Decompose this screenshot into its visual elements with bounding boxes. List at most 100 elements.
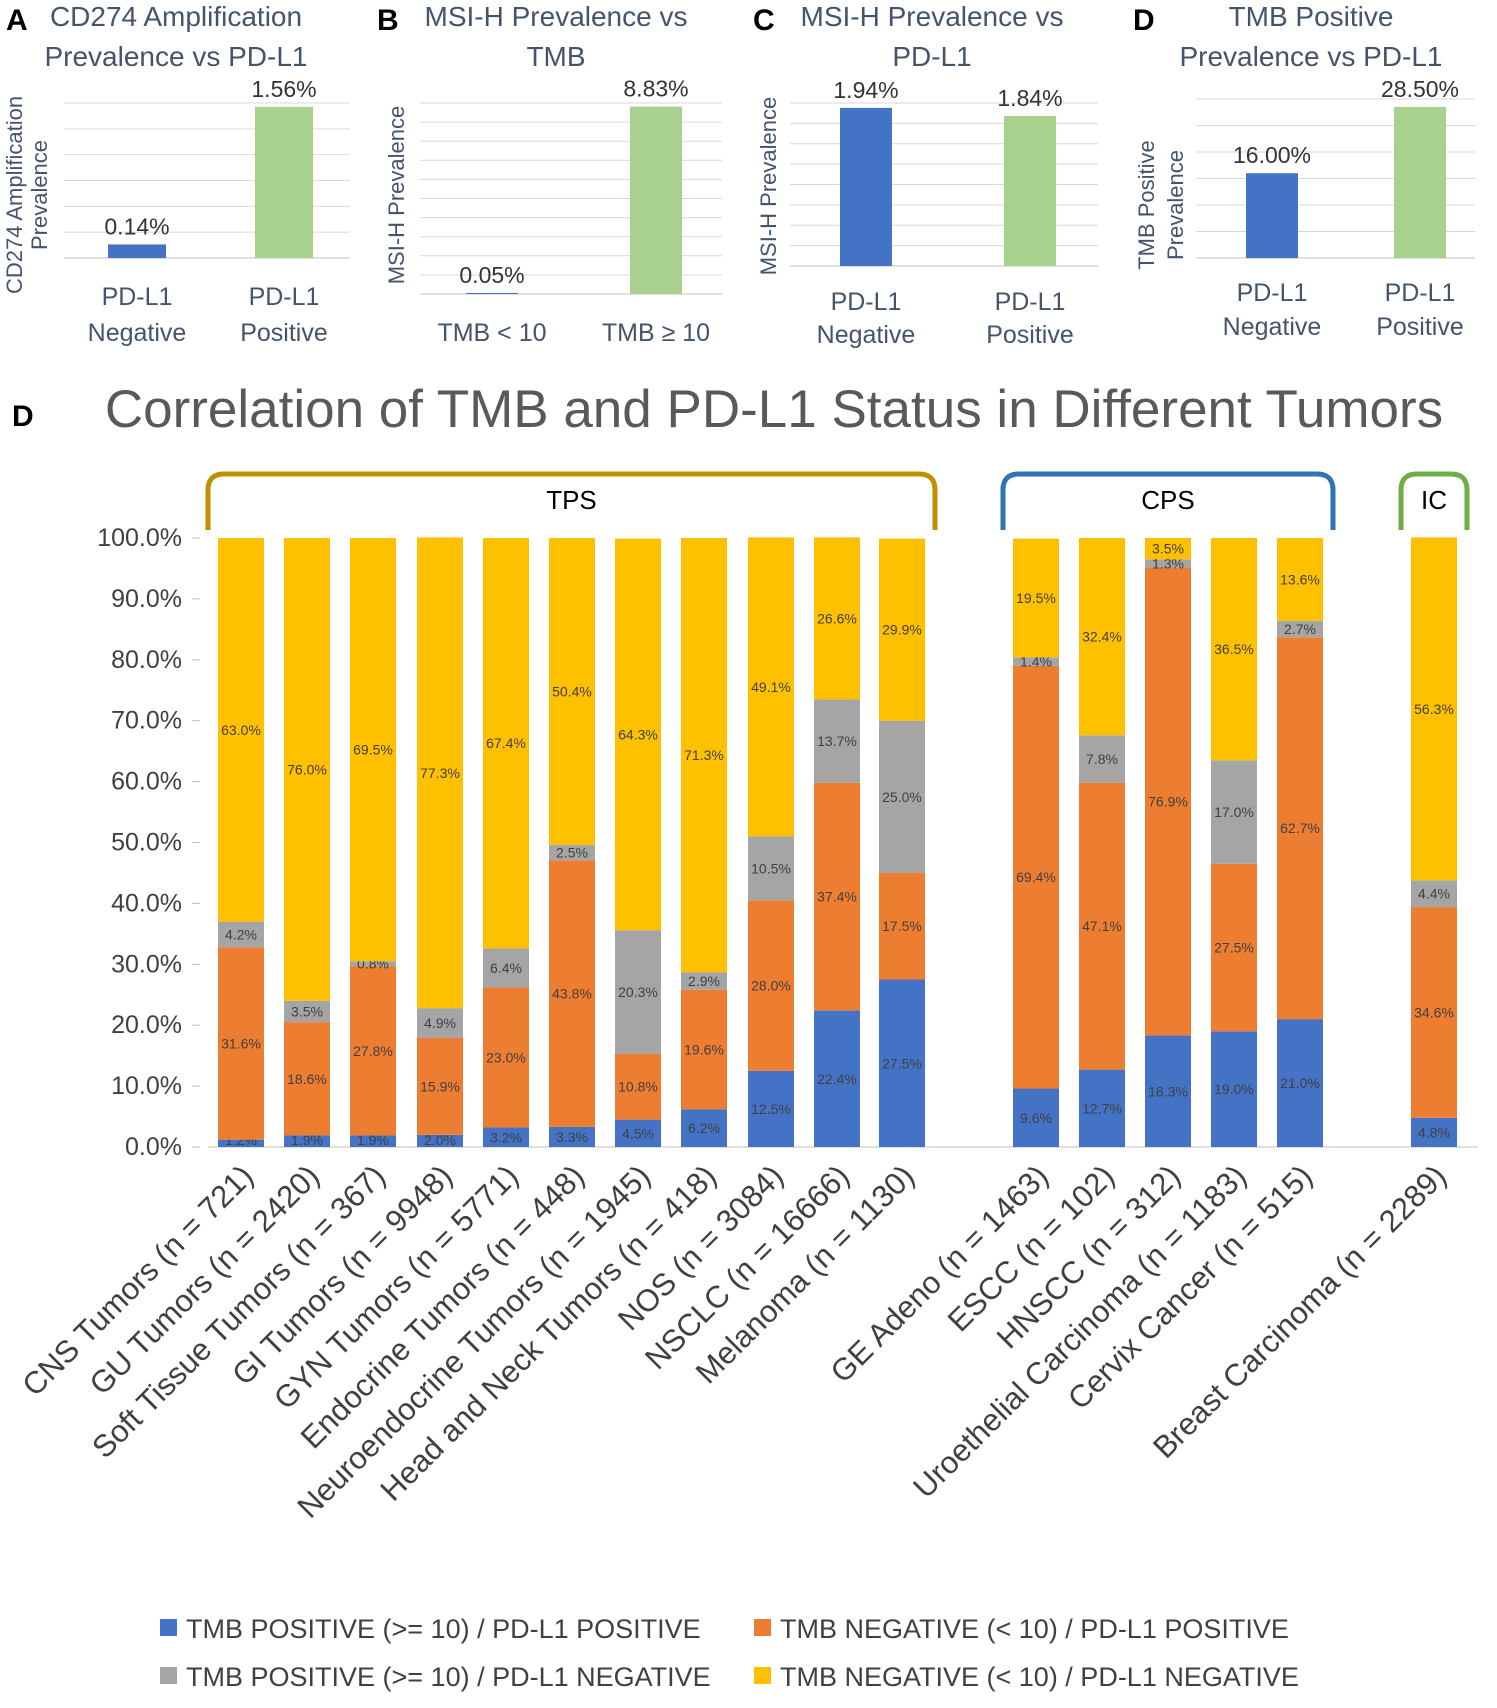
segment-data-label: 19.5%	[1016, 590, 1056, 606]
segment-data-label: 28.0%	[751, 978, 791, 994]
segment-data-label: 36.5%	[1214, 641, 1254, 657]
panel-b-title-line: TMB	[526, 41, 585, 72]
segment-tmbneg-pdl1neg	[417, 537, 463, 1009]
segment-data-label: 4.5%	[622, 1125, 654, 1141]
legend-entry: TMB NEGATIVE (< 10) / PD-L1 NEGATIVE	[780, 1662, 1299, 1692]
panel-d1-category-label: Positive	[1376, 313, 1464, 341]
segment-data-label: 43.8%	[552, 986, 592, 1002]
segment-tmbpos-pdl1neg	[483, 948, 529, 988]
segment-tmbneg-pdl1pos	[483, 987, 529, 1128]
y-tick-label: 0.0%	[125, 1133, 182, 1161]
segment-data-label: 18.6%	[287, 1071, 327, 1087]
segment-tmbpos-pdl1pos	[483, 1127, 529, 1147]
segment-data-label: 3.5%	[291, 1003, 323, 1019]
segment-data-label: 4.8%	[1418, 1124, 1450, 1140]
segment-data-label: 19.6%	[684, 1042, 724, 1058]
panel-c-category-label: Positive	[986, 321, 1074, 349]
panel-b-ylabel-line: MSI-H Prevalence	[384, 106, 409, 285]
panel-d1-title-line: Prevalence vs PD-L1	[1179, 41, 1442, 72]
panel-b-title-line: MSI-H Prevalence vs	[425, 1, 688, 32]
segment-tmbneg-pdl1neg	[284, 538, 330, 1001]
segment-tmbneg-pdl1pos	[681, 989, 727, 1110]
panel-c-letter: C	[753, 4, 775, 37]
segment-tmbneg-pdl1pos	[615, 1053, 661, 1120]
segment-tmbneg-pdl1neg	[1411, 537, 1457, 881]
segment-data-label: 3.5%	[1152, 541, 1184, 557]
panel-a-letter: A	[6, 4, 28, 37]
panel-d2-title: Correlation of TMB and PD-L1 Status in D…	[105, 380, 1443, 439]
segment-tmbneg-pdl1neg	[350, 538, 396, 962]
segment-tmbpos-pdl1pos	[748, 1070, 794, 1147]
panel-d1-bar	[1394, 106, 1446, 258]
segment-data-label: 1.9%	[291, 1132, 323, 1148]
segment-data-label: 17.0%	[1214, 804, 1254, 820]
segment-tmbpos-pdl1pos	[549, 1126, 595, 1147]
segment-data-label: 50.4%	[552, 683, 592, 699]
segment-data-label: 10.8%	[618, 1079, 658, 1095]
segment-data-label: 13.7%	[817, 733, 857, 749]
segment-data-label: 21.0%	[1280, 1075, 1320, 1091]
segment-data-label: 77.3%	[420, 765, 460, 781]
segment-tmbpos-pdl1pos	[1411, 1117, 1457, 1147]
segment-tmbneg-pdl1neg	[879, 538, 925, 721]
panel-c-title-line: MSI-H Prevalence vs	[801, 1, 1064, 32]
segment-data-label: 26.6%	[817, 610, 857, 626]
segment-tmbpos-pdl1neg	[748, 836, 794, 901]
segment-tmbneg-pdl1neg	[1079, 538, 1125, 736]
segment-tmbpos-pdl1neg	[284, 1000, 330, 1023]
segment-tmbpos-pdl1neg	[814, 699, 860, 783]
panel-c-title-line: PD-L1	[892, 41, 971, 72]
y-tick-label: 20.0%	[111, 1011, 182, 1039]
segment-tmbpos-pdl1pos	[218, 1139, 264, 1147]
panel-a-category-label: Negative	[88, 319, 187, 347]
panel-a-title-line: Prevalence vs PD-L1	[44, 41, 307, 72]
segment-data-label: 2.9%	[688, 973, 720, 989]
segment-tmbneg-pdl1neg	[549, 538, 595, 845]
segment-tmbpos-pdl1neg	[681, 972, 727, 990]
panel-a-ylabel-line: CD274 Amplification	[2, 96, 27, 294]
panel-a-bar	[108, 244, 166, 258]
legend-entry: TMB NEGATIVE (< 10) / PD-L1 POSITIVE	[780, 1614, 1289, 1644]
segment-tmbneg-pdl1pos	[814, 782, 860, 1011]
segment-tmbpos-pdl1neg	[218, 921, 264, 948]
segment-tmbpos-pdl1pos	[1079, 1069, 1125, 1147]
panel-a-category-label: PD-L1	[249, 283, 320, 311]
segment-tmbneg-pdl1pos	[879, 872, 925, 980]
segment-data-label: 29.9%	[882, 622, 922, 638]
legend-swatch	[160, 1667, 177, 1684]
segment-tmbneg-pdl1neg	[1277, 538, 1323, 621]
segment-tmbpos-pdl1neg	[350, 961, 396, 967]
panel-c-category-label: PD-L1	[995, 288, 1066, 316]
segment-tmbpos-pdl1pos	[284, 1135, 330, 1147]
segment-data-label: 1.4%	[1020, 654, 1052, 670]
segment-tmbpos-pdl1neg	[1145, 559, 1191, 568]
segment-data-label: 76.9%	[1148, 793, 1188, 809]
segment-tmbpos-pdl1pos	[417, 1134, 463, 1147]
segment-data-label: 19.0%	[1214, 1081, 1254, 1097]
segment-tmbpos-pdl1pos	[879, 979, 925, 1147]
y-tick-label: 80.0%	[111, 646, 182, 674]
segment-data-label: 10.5%	[751, 860, 791, 876]
y-tick-label: 40.0%	[111, 889, 182, 917]
group-label-cps: CPS	[1141, 485, 1194, 515]
panel-d2-letter: D	[12, 400, 34, 433]
y-tick-label: 100.0%	[97, 524, 182, 552]
segment-data-label: 69.5%	[353, 742, 393, 758]
segment-data-label: 37.4%	[817, 889, 857, 905]
panel-d1-data-label: 16.00%	[1233, 142, 1311, 168]
segment-data-label: 34.6%	[1414, 1004, 1454, 1020]
panel-b-letter: B	[377, 4, 399, 37]
group-label-ic: IC	[1421, 485, 1447, 515]
segment-data-label: 64.3%	[618, 726, 658, 742]
segment-data-label: 12.5%	[751, 1101, 791, 1117]
group-bracket-ic	[1398, 471, 1470, 530]
panel-d1-title-line: TMB Positive	[1229, 1, 1394, 32]
panel-a-title-line: CD274 Amplification	[50, 1, 302, 32]
panel-d1-ylabel-line: Prevalence	[1163, 150, 1188, 260]
segment-tmbneg-pdl1pos	[1145, 567, 1191, 1036]
panel-a-bar	[255, 106, 313, 258]
y-tick-label: 60.0%	[111, 768, 182, 796]
segment-data-label: 3.2%	[490, 1129, 522, 1145]
panel-d1-letter: D	[1133, 4, 1155, 37]
